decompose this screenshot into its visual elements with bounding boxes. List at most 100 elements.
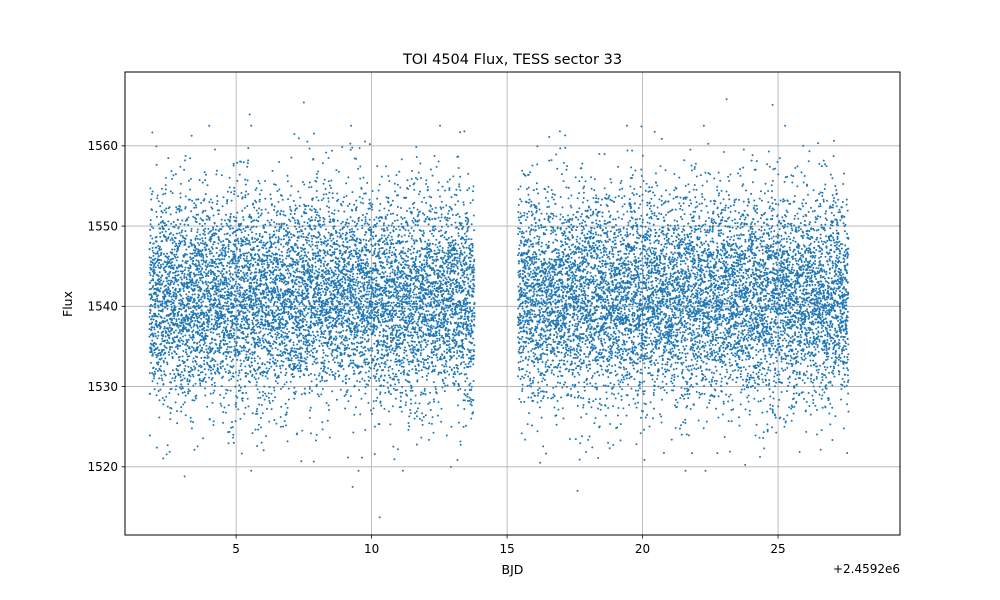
data-point: [168, 348, 171, 351]
data-point: [285, 381, 288, 384]
data-point: [311, 344, 314, 347]
data-point: [328, 191, 331, 194]
data-point: [306, 369, 309, 372]
data-point: [195, 394, 198, 397]
data-point: [274, 246, 277, 249]
data-point: [164, 351, 167, 354]
data-point: [254, 346, 257, 349]
data-point: [178, 208, 181, 211]
data-point: [320, 241, 323, 244]
data-point: [333, 337, 336, 340]
data-point: [292, 300, 295, 303]
data-point: [222, 296, 225, 299]
data-point: [311, 258, 314, 261]
data-point: [233, 190, 236, 193]
data-point: [242, 257, 245, 260]
data-point: [274, 380, 277, 383]
data-point: [197, 198, 200, 201]
data-point: [260, 263, 263, 266]
data-point: [322, 193, 325, 196]
data-point: [232, 287, 235, 290]
data-point: [211, 401, 214, 404]
data-point: [206, 405, 209, 408]
data-point: [278, 316, 281, 319]
data-point: [298, 285, 301, 288]
data-point: [157, 264, 160, 267]
data-point: [197, 281, 200, 284]
data-point: [268, 386, 271, 389]
data-point: [183, 377, 186, 380]
data-point: [234, 258, 237, 261]
data-point: [313, 340, 316, 343]
grid-lines: [125, 72, 900, 535]
data-point: [301, 310, 304, 313]
data-point: [187, 216, 190, 219]
data-point: [233, 193, 236, 196]
data-point: [321, 162, 324, 165]
data-point: [155, 322, 158, 325]
data-point: [279, 313, 282, 316]
data-point: [329, 368, 332, 371]
data-point: [303, 271, 306, 274]
data-point: [306, 352, 309, 355]
data-point: [221, 375, 224, 378]
data-point: [233, 340, 236, 343]
data-point: [302, 325, 305, 328]
data-point: [170, 300, 173, 303]
data-point: [207, 368, 210, 371]
data-point: [289, 288, 292, 291]
data-point: [225, 277, 228, 280]
data-point: [249, 277, 252, 280]
data-point: [299, 309, 302, 312]
data-point: [253, 329, 256, 332]
data-point: [234, 294, 237, 297]
data-point: [276, 301, 279, 304]
data-point: [315, 180, 318, 183]
data-point: [176, 218, 179, 221]
data-point: [234, 351, 237, 354]
data-point: [311, 275, 314, 278]
data-point: [212, 391, 215, 394]
data-point: [223, 336, 226, 339]
data-point: [264, 327, 267, 330]
data-point: [268, 402, 271, 405]
data-point: [294, 225, 297, 228]
data-point: [293, 386, 296, 389]
data-point: [243, 254, 246, 257]
data-point: [296, 267, 299, 270]
data-point: [308, 186, 311, 189]
data-point: [284, 368, 287, 371]
data-point: [280, 360, 283, 363]
data-point: [159, 279, 162, 282]
data-point: [316, 334, 319, 337]
data-point: [149, 351, 152, 354]
data-point: [318, 219, 321, 222]
data-point: [164, 236, 167, 239]
data-point: [301, 277, 304, 280]
data-point: [285, 257, 288, 260]
data-point: [268, 237, 271, 240]
data-point: [154, 368, 157, 371]
data-point: [215, 251, 218, 254]
data-point: [178, 310, 181, 313]
data-point: [240, 318, 243, 321]
data-point: [322, 335, 325, 338]
data-point: [276, 259, 279, 262]
data-point: [163, 327, 166, 330]
data-point: [279, 343, 282, 346]
data-point: [178, 328, 181, 331]
data-point: [269, 358, 272, 361]
data-point: [192, 334, 195, 337]
data-point: [270, 255, 273, 258]
data-point: [198, 377, 201, 380]
data-point: [291, 362, 294, 365]
data-point: [310, 372, 313, 375]
data-point: [258, 248, 261, 251]
data-point: [222, 421, 225, 424]
data-point: [244, 385, 247, 388]
data-point: [186, 358, 189, 361]
data-point: [174, 245, 177, 248]
data-point: [203, 246, 206, 249]
data-point: [275, 309, 278, 312]
data-point: [204, 332, 207, 335]
